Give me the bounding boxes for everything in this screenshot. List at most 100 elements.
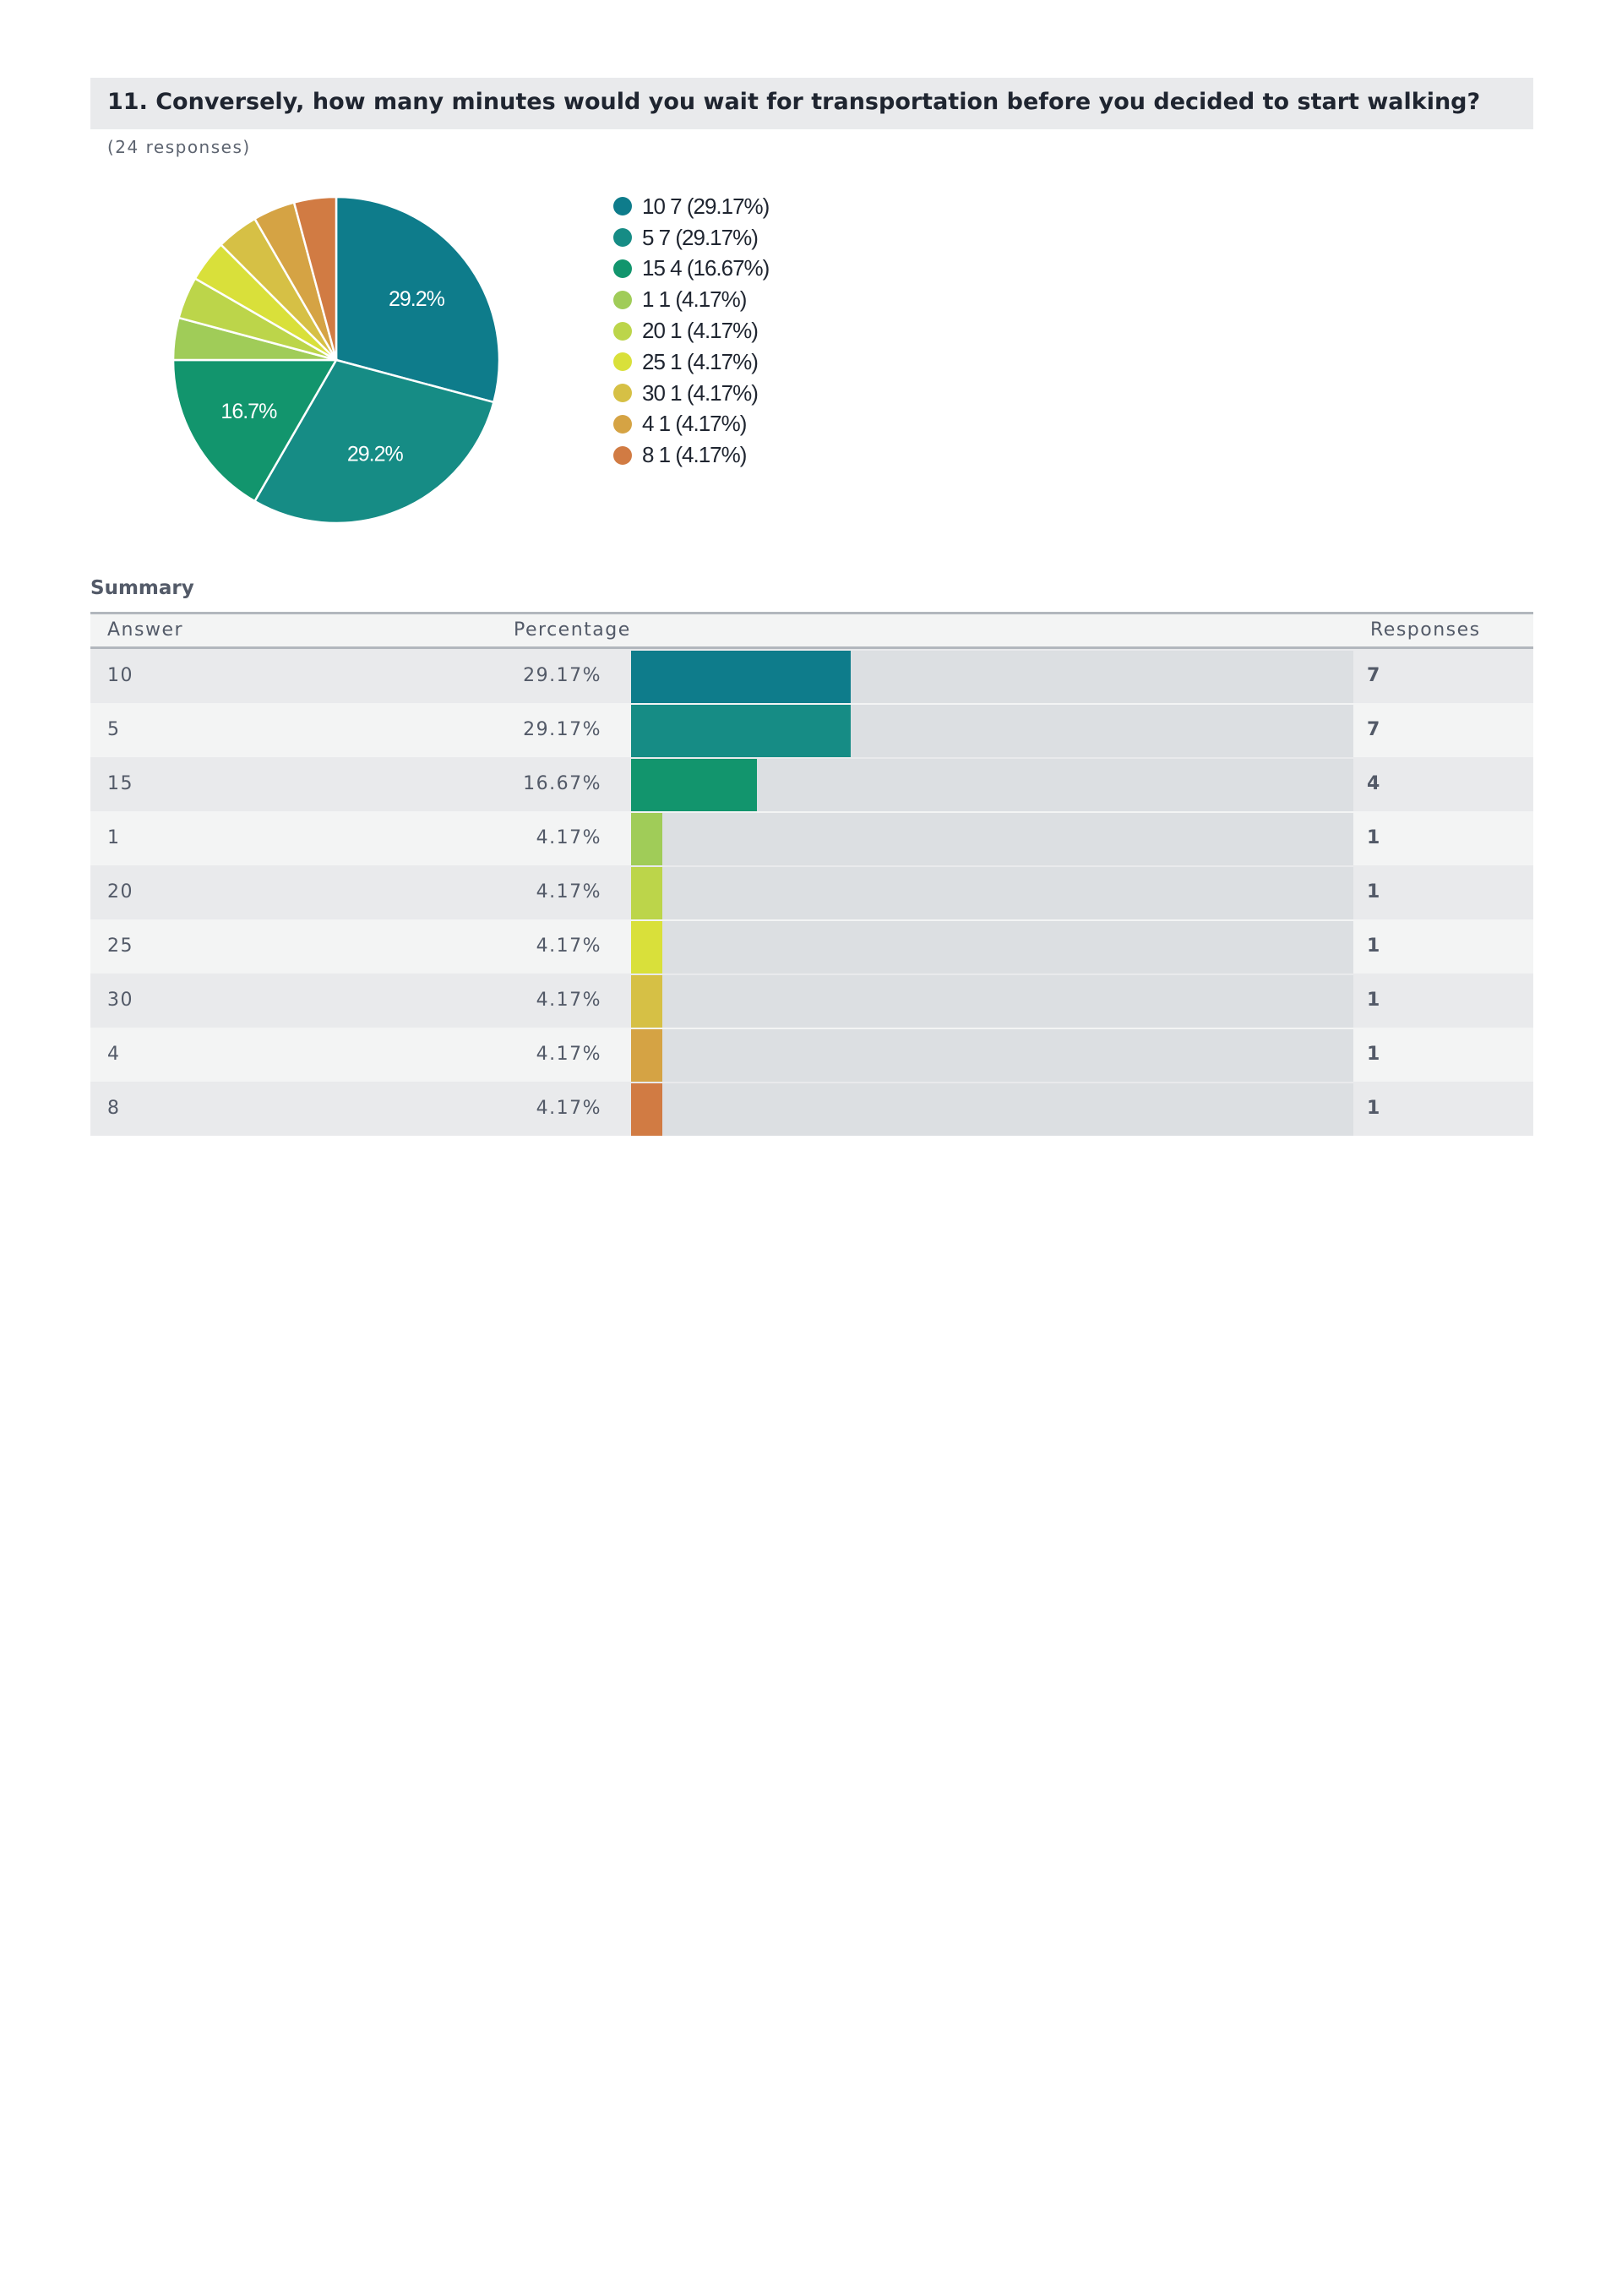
pie-slice-15 [171,358,339,503]
percentage-bar-fill [631,975,663,1028]
legend-item: 8 1 (4.17%) [613,439,769,471]
column-header-answer: Answer [107,619,184,641]
table-row: 30 4.17% 1 [90,973,1533,1028]
legend-dot-icon [613,321,632,341]
column-header-percentage: Percentage [514,619,631,641]
responses-cell: 1 [1367,881,1381,903]
table-row: 25 4.17% 1 [90,919,1533,973]
legend-item: 1 1 (4.17%) [613,284,769,315]
percentage-bar-track [631,975,1353,1028]
legend-item: 10 7 (29.17%) [613,191,770,222]
percentage-bar-fill [631,651,851,703]
answer-cell: 30 [107,990,133,1011]
answer-cell: 4 [107,1044,121,1065]
answer-cell: 15 [107,773,133,794]
percentage-cell: 4.17% [536,1098,601,1119]
legend-dot-icon [613,228,632,248]
percentage-bar-track [631,813,1353,865]
chart-legend: 10 7 (29.17%) 5 7 (29.17%) 15 4 (16.67%) 1 … [613,191,770,471]
pie-slice-label: 29.2% [347,443,404,466]
table-row: 20 4.17% 1 [90,865,1533,919]
percentage-bar-track [631,867,1353,919]
percentage-bar-track [631,705,1353,757]
legend-dot-icon [613,384,632,403]
percentage-bar-fill [631,705,851,757]
answer-cell: 1 [107,827,121,848]
percentage-bar-fill [631,759,757,811]
percentage-bar-track [631,921,1353,973]
legend-dot-icon [613,290,632,309]
table-row: 15 16.67% 4 [90,757,1533,811]
legend-item: 4 1 (4.17%) [613,409,769,440]
column-header-responses: Responses [1370,619,1481,641]
percentage-cell: 4.17% [536,827,601,848]
pie-slice-8 [292,195,338,361]
legend-label: 25 1 (4.17%) [642,348,759,374]
percentage-bar-fill [631,1029,663,1082]
table-row: 5 29.17% 7 [90,703,1533,757]
responses-cell: 1 [1367,990,1381,1011]
pie-slice-label: 29.2% [389,287,445,311]
legend-dot-icon [613,259,632,278]
pie-chart: 29.2% 29.2% 16.7% [171,195,501,525]
legend-item: 20 1 (4.17%) [613,315,769,346]
legend-item: 15 4 (16.67%) [613,254,770,285]
responses-cell: 1 [1367,1098,1381,1119]
responses-cell: 1 [1367,1044,1381,1065]
percentage-cell: 29.17% [523,665,601,686]
percentage-cell: 4.17% [536,881,601,903]
pie-slice-label: 16.7% [220,400,277,423]
pie-slice-5 [253,358,495,525]
table-row: 4 4.17% 1 [90,1028,1533,1082]
percentage-bar-track [631,1029,1353,1082]
answer-cell: 5 [107,719,121,740]
legend-item: 25 1 (4.17%) [613,346,769,378]
answer-cell: 25 [107,935,133,957]
legend-dot-icon [613,445,632,465]
responses-cell: 4 [1367,773,1381,794]
pie-slice-10 [335,195,501,404]
percentage-cell: 29.17% [523,719,601,740]
legend-dot-icon [613,197,632,216]
percentage-bar-fill [631,1083,663,1136]
legend-label: 5 7 (29.17%) [642,224,759,250]
table-row: 1 4.17% 1 [90,811,1533,865]
legend-label: 30 1 (4.17%) [642,379,759,406]
responses-cell: 1 [1367,935,1381,957]
legend-item: 30 1 (4.17%) [613,378,769,409]
question-header: 11. Conversely, how many minutes would y… [90,78,1533,129]
responses-cell: 1 [1367,827,1381,848]
percentage-bar-fill [631,867,663,919]
legend-item: 5 7 (29.17%) [613,222,769,254]
percentage-cell: 16.67% [523,773,601,794]
legend-label: 15 4 (16.67%) [642,255,770,281]
legend-label: 1 1 (4.17%) [642,286,747,313]
legend-label: 8 1 (4.17%) [642,442,747,468]
percentage-bar-fill [631,921,663,973]
response-count: (24 responses) [107,137,251,157]
percentage-bar-track [631,651,1353,703]
table-header: Answer Percentage Responses [90,612,1533,649]
question-title: 11. Conversely, how many minutes would y… [107,89,1481,115]
legend-label: 10 7 (29.17%) [642,193,770,219]
legend-dot-icon [613,414,632,434]
answer-cell: 10 [107,665,133,686]
legend-dot-icon [613,352,632,372]
responses-cell: 7 [1367,665,1381,686]
percentage-cell: 4.17% [536,935,601,957]
answer-cell: 8 [107,1098,121,1119]
percentage-bar-track [631,759,1353,811]
legend-label: 20 1 (4.17%) [642,318,759,344]
answer-cell: 20 [107,881,133,903]
table-row: 10 29.17% 7 [90,649,1533,703]
percentage-cell: 4.17% [536,1044,601,1065]
percentage-bar-track [631,1083,1353,1136]
percentage-bar-fill [631,813,663,865]
legend-label: 4 1 (4.17%) [642,411,747,437]
summary-heading: Summary [90,577,194,599]
table-row: 8 4.17% 1 [90,1082,1533,1136]
percentage-cell: 4.17% [536,990,601,1011]
responses-cell: 7 [1367,719,1381,740]
